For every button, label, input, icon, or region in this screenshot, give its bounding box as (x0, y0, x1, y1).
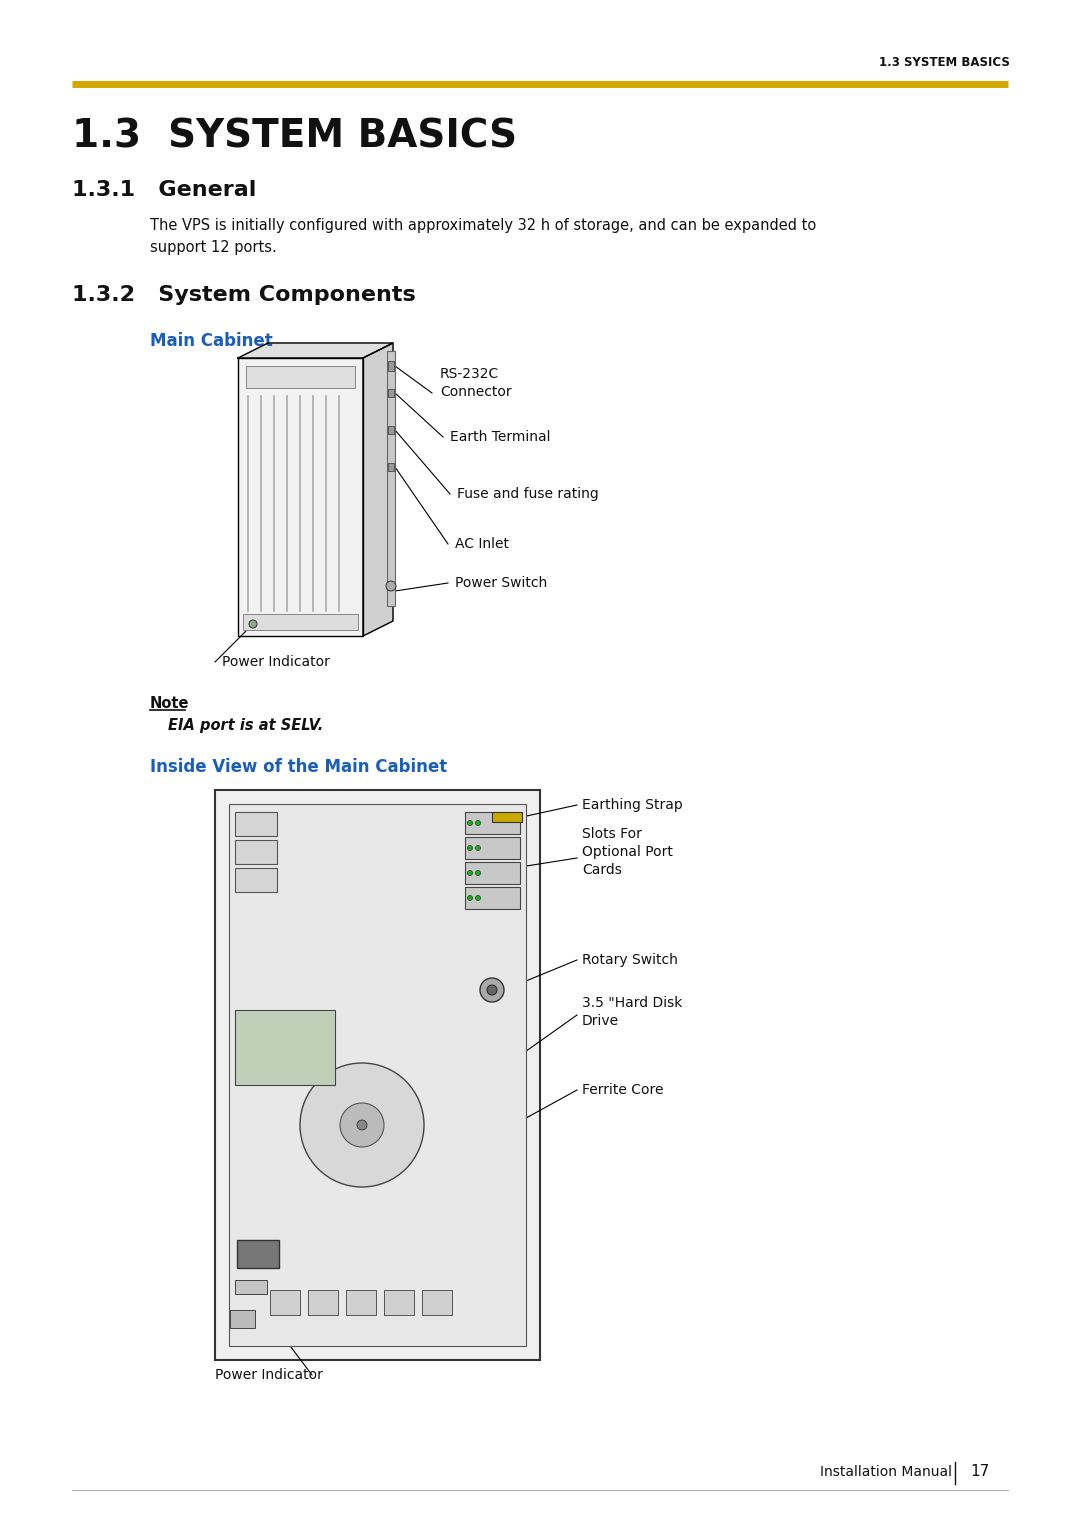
Bar (246, 367, 355, 388)
Text: Main Cabinet: Main Cabinet (150, 332, 273, 350)
Circle shape (475, 821, 481, 825)
Text: Power Indicator: Power Indicator (215, 1368, 323, 1381)
Circle shape (468, 845, 473, 851)
Bar (388, 463, 394, 471)
Circle shape (357, 1120, 367, 1131)
Text: 1.3  SYSTEM BASICS: 1.3 SYSTEM BASICS (72, 118, 517, 156)
Text: SLOT 1: SLOT 1 (245, 822, 267, 827)
Text: Earthing Strap: Earthing Strap (582, 798, 683, 811)
Text: 3.5 "Hard Disk
Drive: 3.5 "Hard Disk Drive (582, 996, 683, 1028)
Bar (229, 804, 526, 1346)
Circle shape (300, 1063, 424, 1187)
Circle shape (475, 871, 481, 876)
Circle shape (475, 845, 481, 851)
Text: Earth Terminal: Earth Terminal (450, 429, 551, 445)
Circle shape (468, 871, 473, 876)
Circle shape (468, 895, 473, 900)
Bar (235, 1010, 335, 1085)
Text: 1.3.1   General: 1.3.1 General (72, 180, 256, 200)
Text: Fuse and fuse rating: Fuse and fuse rating (457, 487, 598, 501)
Text: AC Inlet: AC Inlet (455, 536, 509, 552)
Text: 1.3 SYSTEM BASICS: 1.3 SYSTEM BASICS (879, 55, 1010, 69)
Text: SLOT 3: SLOT 3 (245, 877, 267, 883)
Circle shape (480, 978, 504, 1002)
Bar (237, 1241, 279, 1268)
Bar (388, 426, 394, 434)
Text: Note: Note (150, 695, 189, 711)
Bar (465, 837, 519, 859)
Text: 1.3.2   System Components: 1.3.2 System Components (72, 286, 416, 306)
Text: EIA port is at SELV.: EIA port is at SELV. (168, 718, 323, 733)
Bar (492, 811, 522, 822)
Bar (465, 811, 519, 834)
Polygon shape (238, 358, 363, 636)
Bar (235, 1280, 267, 1294)
Circle shape (468, 821, 473, 825)
Bar (388, 390, 394, 397)
Circle shape (340, 1103, 384, 1148)
Bar (422, 1290, 453, 1316)
Text: 17: 17 (970, 1464, 989, 1479)
Text: Inside View of the Main Cabinet: Inside View of the Main Cabinet (150, 758, 447, 776)
Bar (387, 351, 395, 607)
Text: The VPS is initially configured with approximately 32 h of storage, and can be e: The VPS is initially configured with app… (150, 219, 816, 255)
Bar (215, 790, 540, 1360)
Text: Slots For
Optional Port
Cards: Slots For Optional Port Cards (582, 827, 673, 877)
Bar (465, 862, 519, 885)
Text: SLOT 2: SLOT 2 (245, 850, 267, 854)
Text: Installation Manual: Installation Manual (820, 1465, 951, 1479)
Circle shape (475, 895, 481, 900)
Text: Rotary Switch: Rotary Switch (582, 953, 678, 967)
Text: RS-232C
Connector: RS-232C Connector (440, 367, 512, 399)
Text: Ferrite Core: Ferrite Core (582, 1083, 663, 1097)
Bar (235, 840, 276, 863)
Bar (388, 361, 394, 371)
Bar (230, 1309, 255, 1328)
Bar (235, 868, 276, 892)
Circle shape (386, 581, 396, 591)
Bar (384, 1290, 414, 1316)
Polygon shape (363, 342, 393, 636)
Text: Power Indicator: Power Indicator (222, 656, 329, 669)
Bar (346, 1290, 376, 1316)
Text: Power Switch: Power Switch (455, 576, 548, 590)
Bar (308, 1290, 338, 1316)
Bar (465, 886, 519, 909)
Polygon shape (238, 342, 393, 358)
Bar (235, 811, 276, 836)
Circle shape (249, 620, 257, 628)
Bar (270, 1290, 300, 1316)
Bar (243, 614, 357, 630)
Circle shape (487, 986, 497, 995)
